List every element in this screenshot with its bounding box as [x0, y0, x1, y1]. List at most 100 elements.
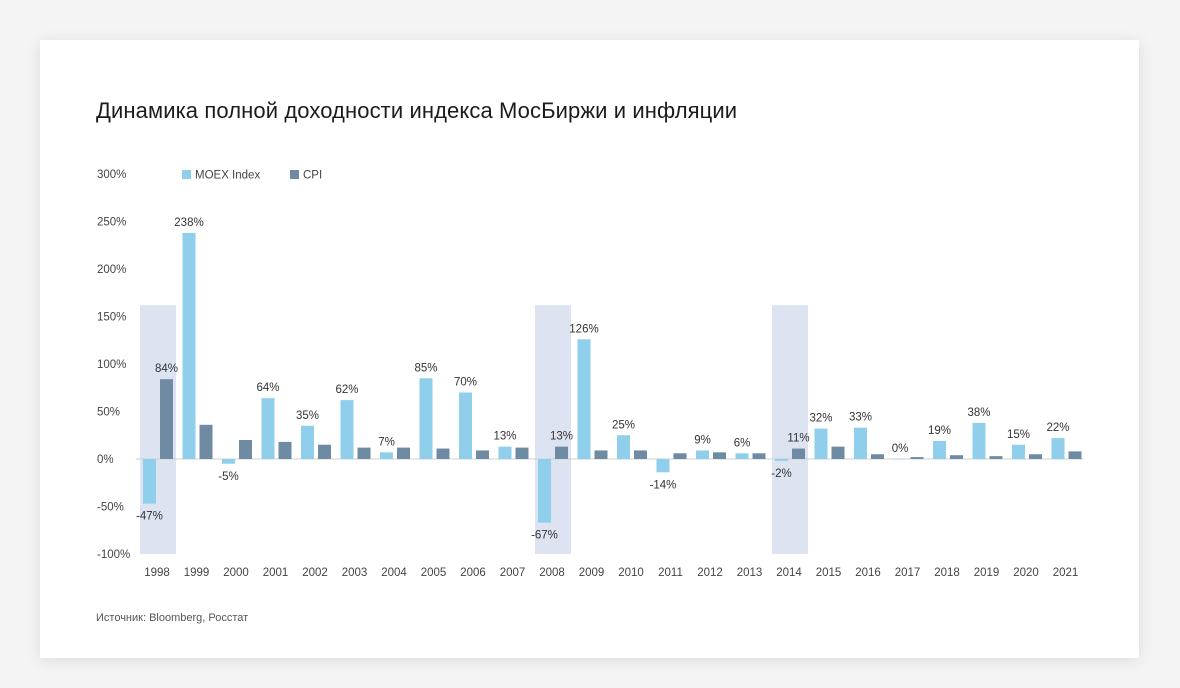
bar-moex-2003	[340, 400, 354, 459]
bar-moex-2021	[1051, 438, 1065, 459]
x-tick-label: 2005	[421, 567, 447, 579]
data-label-moex-2021: 22%	[1046, 422, 1069, 434]
data-label-moex-2009: 126%	[569, 323, 598, 335]
x-tick-label: 2009	[579, 567, 605, 579]
bar-moex-2002	[301, 425, 314, 459]
x-tick-label: 2006	[460, 567, 486, 579]
legend-label-cpi: CPI	[303, 170, 322, 182]
bar-cpi-2011	[673, 453, 687, 459]
x-tick-label: 2002	[302, 567, 328, 579]
bar-cpi-2010	[634, 450, 647, 459]
bar-cpi-2004	[397, 447, 410, 459]
y-tick-label: -100%	[97, 549, 130, 561]
x-tick-label: 2007	[500, 567, 526, 579]
x-tick-label: 1998	[144, 567, 170, 579]
y-tick-label: 100%	[97, 359, 126, 371]
bar-moex-1998	[143, 459, 156, 504]
bar-moex-2015	[814, 428, 828, 459]
data-label-moex-2004: 7%	[378, 436, 395, 448]
bar-cpi-2017	[910, 457, 924, 459]
x-tick-label: 2000	[223, 567, 249, 579]
bar-moex-2017	[893, 459, 907, 460]
y-tick-label: 150%	[97, 312, 126, 324]
x-tick-label: 2001	[263, 567, 289, 579]
bar-moex-2000	[222, 459, 235, 464]
bar-cpi-2020	[1029, 454, 1042, 459]
data-label-moex-2015: 32%	[809, 413, 832, 425]
bar-cpi-2012	[713, 452, 726, 459]
bar-moex-2001	[261, 398, 275, 459]
bar-cpi-1998	[160, 379, 173, 459]
bar-cpi-2002	[318, 444, 331, 459]
bar-cpi-2016	[871, 454, 884, 459]
x-tick-label: 2014	[776, 567, 802, 579]
x-tick-label: 2012	[697, 567, 723, 579]
bar-cpi-2001	[278, 441, 292, 459]
x-tick-label: 2008	[539, 567, 565, 579]
bar-cpi-2003	[357, 447, 371, 459]
bar-moex-2020	[1012, 444, 1025, 459]
bar-moex-2005	[419, 378, 433, 459]
x-tick-label: 2004	[381, 567, 407, 579]
x-tick-label: 2011	[658, 567, 683, 579]
bar-cpi-2015	[831, 446, 845, 459]
data-label-cpi-2008: 13%	[550, 431, 573, 443]
chart-title: Динамика полной доходности индекса МосБи…	[96, 98, 738, 123]
y-tick-label: -50%	[97, 502, 124, 514]
data-label-moex-2000: -5%	[218, 471, 238, 483]
bar-cpi-2019	[989, 456, 1003, 459]
legend-swatch-cpi	[290, 170, 299, 179]
bar-cpi-2014	[792, 448, 805, 459]
bar-moex-2008	[538, 459, 551, 523]
data-label-moex-2002: 35%	[296, 410, 319, 422]
bar-moex-2011	[656, 459, 670, 473]
x-tick-label: 2017	[895, 567, 921, 579]
data-label-moex-2020: 15%	[1007, 429, 1030, 441]
legend-swatch-moex-index	[182, 170, 191, 179]
source-note: Источник: Bloomberg, Росстат	[96, 612, 249, 624]
x-tick-label: 2015	[816, 567, 842, 579]
data-label-moex-2003: 62%	[335, 384, 358, 396]
y-tick-label: 250%	[97, 217, 126, 229]
data-label-moex-2012: 9%	[694, 434, 711, 446]
bar-moex-2012	[696, 450, 709, 459]
chart-card: Динамика полной доходности индекса МосБи…	[40, 40, 1139, 658]
data-label-moex-2013: 6%	[734, 437, 751, 449]
bar-moex-2009	[577, 339, 591, 459]
bar-cpi-2021	[1068, 451, 1082, 459]
bar-moex-2007	[498, 446, 512, 459]
bar-cpi-2008	[555, 446, 568, 459]
bar-cpi-2009	[594, 450, 608, 459]
y-tick-label: 0%	[97, 454, 114, 466]
bar-cpi-1999	[199, 424, 213, 459]
data-label-moex-1998: -47%	[136, 511, 163, 523]
bar-moex-2016	[854, 427, 867, 459]
bar-chart: 300% 250% 200% 150% 100% 50% 0% -50% -100% -47% 84…	[97, 169, 1084, 579]
bar-moex-2006	[459, 392, 472, 459]
bar-moex-2014	[775, 459, 788, 461]
x-tick-label: 2003	[342, 567, 368, 579]
data-label-moex-2007: 13%	[493, 431, 516, 443]
data-label-moex-2014: -2%	[771, 468, 791, 480]
bar-moex-2010	[617, 435, 630, 459]
x-tick-label: 2019	[974, 567, 1000, 579]
data-label-moex-2016: 33%	[849, 412, 872, 424]
bar-cpi-2013	[752, 453, 766, 459]
x-tick-label: 2021	[1053, 567, 1079, 579]
y-tick-label: 200%	[97, 264, 126, 276]
bar-cpi-2018	[950, 455, 963, 459]
data-label-moex-2001: 64%	[256, 382, 279, 394]
bar-moex-1999	[182, 232, 196, 459]
data-label-cpi-2014: 11%	[787, 433, 809, 445]
data-label-moex-2018: 19%	[928, 425, 951, 437]
bar-cpi-2005	[436, 448, 450, 459]
bar-cpi-2007	[515, 447, 529, 459]
x-tick-label: 2010	[618, 567, 644, 579]
data-label-moex-2017: 0%	[892, 443, 909, 455]
x-tick-label: 2013	[737, 567, 763, 579]
bar-cpi-2006	[476, 450, 489, 459]
data-label-moex-1999: 238%	[174, 217, 203, 229]
data-label-moex-2008: -67%	[531, 530, 558, 542]
bar-moex-2004	[380, 452, 393, 459]
x-tick-label: 2016	[855, 567, 881, 579]
